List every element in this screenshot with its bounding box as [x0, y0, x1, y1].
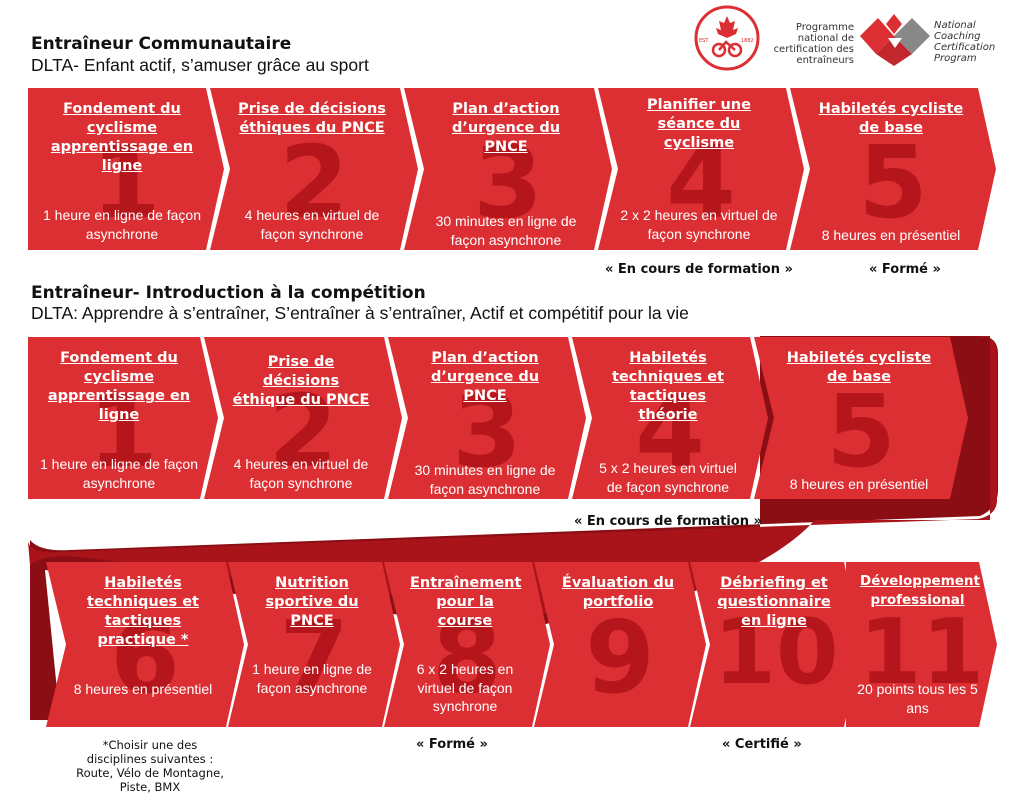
section2-step-10: 10 Débriefing et questionnaire en ligne — [690, 562, 862, 727]
step-number: 4 — [666, 124, 736, 242]
section2-step-8: 8 Entraînement pour la course 6 x 2 heures… — [384, 562, 550, 727]
step-number: 8 — [432, 599, 502, 717]
discipline-footnote: *Choisir une des disciplines suivantes :… — [76, 738, 224, 794]
step-number: 1 — [91, 124, 161, 242]
step-number: 7 — [279, 599, 349, 717]
section2-step-1: 1 Fondement du cyclisme apprentissage en … — [28, 337, 218, 499]
step-duration: 8 heures en présentiel — [73, 681, 213, 697]
step-duration: 5 x 2 heures en virtuel de façon synchro… — [599, 460, 737, 495]
section2-step-2: 2 Prise de décisions éthique du PNCE 4 heu… — [204, 337, 402, 499]
step-duration: 1 heure en ligne de façon asynchrone — [39, 456, 198, 491]
section2-step-6: 6 Habiletés techniques et tactiques pract… — [46, 562, 244, 727]
section1-subtitle: DLTA- Enfant actif, s’amuser grâce au sp… — [31, 55, 369, 75]
step-number: 1 — [88, 373, 158, 491]
step-duration: 8 heures en présentiel — [789, 476, 929, 492]
step-duration: 6 x 2 heures en virtuel de façon synchro… — [416, 661, 514, 714]
step-background — [534, 562, 706, 727]
step-background — [228, 562, 400, 727]
section2-step-5: 5 Habiletés cycliste de base 8 heures en p… — [754, 337, 968, 499]
section2-note-in-training: « En cours de formation » — [574, 514, 762, 529]
step-title: Plan d’action d’urgence du PNCE — [451, 101, 561, 155]
step-duration: 4 heures en virtuel de façon synchrone — [244, 207, 380, 242]
step-duration: 4 heures en virtuel de façon synchrone — [233, 456, 369, 491]
section2-step-3: 3 Plan d’action d’urgence du PNCE 30 minut… — [388, 337, 586, 499]
step-background — [28, 337, 218, 499]
step-number: 2 — [268, 373, 338, 491]
step-number: 2 — [279, 124, 349, 242]
section2-step-11: 11 Développement professional 20 points to… — [846, 562, 997, 727]
step-title: Habiletés techniques et tactiques practi… — [87, 575, 199, 648]
section1-note-trained: « Formé » — [869, 262, 941, 277]
step-number: 3 — [473, 124, 543, 242]
logo-est-left: EST. — [699, 38, 710, 44]
logo-english-text: National Coaching Certification Program — [934, 20, 996, 64]
step-background — [690, 562, 862, 727]
section1-note-in-training: « En cours de formation » — [605, 262, 793, 277]
step-background — [598, 88, 804, 250]
step-title: Nutrition sportive du PNCE — [265, 575, 359, 629]
step-number: 5 — [858, 124, 928, 242]
step-number: 3 — [452, 373, 522, 491]
step-title: Prise de décisions éthiques du PNCE — [238, 101, 386, 136]
step-background — [384, 562, 550, 727]
step-title: Habiletés cycliste de base — [786, 350, 932, 385]
step-background — [572, 337, 768, 499]
step-number: 9 — [585, 599, 655, 717]
step-title: Habiletés techniques et tactiques théori… — [612, 350, 724, 423]
section2-step-4: 4 Habiletés techniques et tactiques théor… — [572, 337, 768, 499]
step-background — [46, 562, 244, 727]
section2-step-9: 9 Évaluation du portfolio — [534, 562, 706, 727]
step-background — [790, 88, 996, 250]
step-background — [404, 88, 612, 250]
step-title: Plan d’action d’urgence du PNCE — [430, 350, 540, 404]
step-background — [210, 88, 418, 250]
section2-subtitle: DLTA: Apprendre à s’entraîner, S’entraîn… — [31, 303, 689, 323]
section1-step-2: 2 Prise de décisions éthiques du PNCE 4 he… — [210, 88, 418, 250]
section1-step-4: 4 Planifier une séance du cyclisme 2 x 2 h… — [598, 88, 804, 250]
step-number: 11 — [858, 600, 985, 706]
step-duration: 30 minutes en ligne de façon asynchrone — [435, 213, 577, 248]
section1-step-3: 3 Plan d’action d’urgence du PNCE 30 minut… — [404, 88, 612, 250]
step-duration: 30 minutes en ligne de façon asynchrone — [414, 462, 556, 497]
logo-french-text: Programme national de certification des … — [773, 22, 854, 66]
section2-title: Entraîneur- Introduction à la compétitio… — [31, 283, 426, 303]
section2-step-7: 7 Nutrition sportive du PNCE 1 heure en li… — [228, 562, 400, 727]
section2-note-trained: « Formé » — [416, 737, 488, 752]
step-title: Développement professional — [860, 573, 980, 608]
section1-step-5: 5 Habiletés cycliste de base 8 heures en p… — [790, 88, 996, 250]
step-background — [754, 337, 968, 499]
step-background — [204, 337, 402, 499]
step-duration: 1 heure en ligne de façon asynchrone — [42, 207, 201, 242]
step-title: Entraînement pour la course — [410, 575, 522, 629]
step-duration: 8 heures en présentiel — [821, 227, 961, 243]
step-background — [388, 337, 586, 499]
cycling-canada-logo: EST. 1882 — [693, 4, 761, 72]
step-duration: 1 heure en ligne de façon asynchrone — [252, 661, 372, 696]
step-background — [28, 88, 224, 250]
step-background — [846, 562, 997, 727]
step-title: Débriefing et questionnaire en ligne — [717, 575, 831, 629]
section1-step-1: 1 Fondement du cyclisme apprentissage en … — [28, 88, 224, 250]
nccp-logo — [858, 8, 932, 68]
step-duration: 2 x 2 heures en virtuel de façon synchro… — [620, 207, 778, 242]
step-title: Habiletés cycliste de base — [818, 101, 964, 136]
step-title: Évaluation du portfolio — [561, 575, 675, 610]
section1-title: Entraîneur Communautaire — [31, 34, 292, 54]
step-number: 4 — [635, 373, 705, 491]
step-number: 10 — [713, 600, 839, 706]
step-number: 5 — [826, 373, 896, 491]
step-title: Fondement du cyclisme apprentissage en l… — [47, 350, 191, 423]
step-number: 6 — [110, 599, 180, 717]
step-title: Planifier une séance du cyclisme — [647, 97, 751, 151]
section2-note-certified: « Certifié » — [722, 737, 802, 752]
step-title: Prise de décisions éthique du PNCE — [232, 354, 370, 408]
step-duration: 20 points tous les 5 ans — [857, 681, 978, 716]
logo-est-right: 1882 — [741, 38, 754, 44]
step-title: Fondement du cyclisme apprentissage en l… — [50, 101, 194, 174]
